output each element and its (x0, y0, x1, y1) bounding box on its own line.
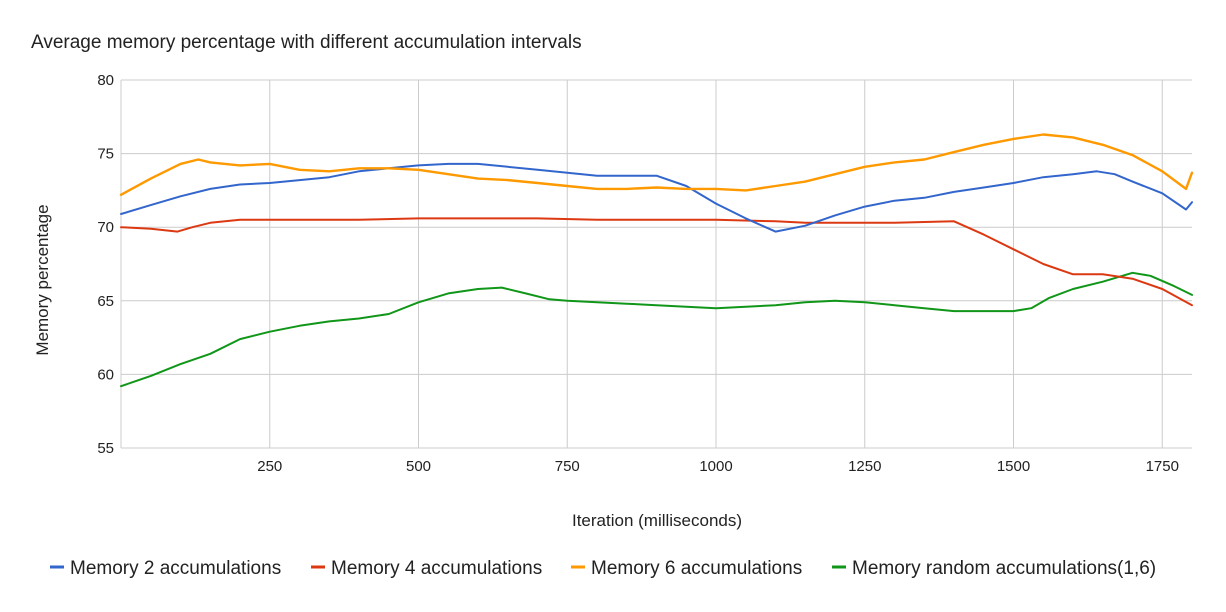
y-axis-title: Memory percentage (33, 204, 52, 355)
x-tick-label: 500 (406, 458, 431, 475)
legend-label: Memory random accumulations(1,6) (852, 558, 1156, 579)
y-tick-label: 55 (97, 440, 114, 457)
x-tick-label: 1250 (848, 458, 881, 475)
y-tick-label: 70 (97, 219, 114, 236)
series-lines (119, 133, 1194, 388)
y-tick-label: 60 (97, 366, 114, 383)
x-axis-title: Iteration (milliseconds) (572, 511, 742, 530)
legend: Memory 2 accumulations Memory 4 accumulat… (50, 558, 1156, 579)
series-line-2 (120, 217, 1193, 307)
legend-label: Memory 6 accumulations (591, 558, 802, 579)
gridlines (120, 79, 1192, 449)
legend-label: Memory 4 accumulations (331, 558, 542, 579)
x-tick-label: 1750 (1146, 458, 1179, 475)
x-axis-ticks: 250 500 750 1000 1250 1500 1750 (257, 458, 1179, 475)
y-tick-label: 65 (97, 293, 114, 310)
y-axis-ticks: 55 60 65 70 75 80 (97, 72, 114, 457)
x-tick-label: 1500 (997, 458, 1030, 475)
chart-title: Average memory percentage with different… (31, 32, 582, 53)
x-tick-label: 1000 (699, 458, 732, 475)
series-line-4 (120, 271, 1193, 388)
x-tick-label: 750 (555, 458, 580, 475)
x-tick-label: 250 (257, 458, 282, 475)
legend-label: Memory 2 accumulations (70, 558, 281, 579)
y-tick-label: 80 (97, 72, 114, 89)
series-line-1 (120, 162, 1193, 233)
series-line-3 (119, 133, 1194, 197)
y-tick-label: 75 (97, 146, 114, 163)
